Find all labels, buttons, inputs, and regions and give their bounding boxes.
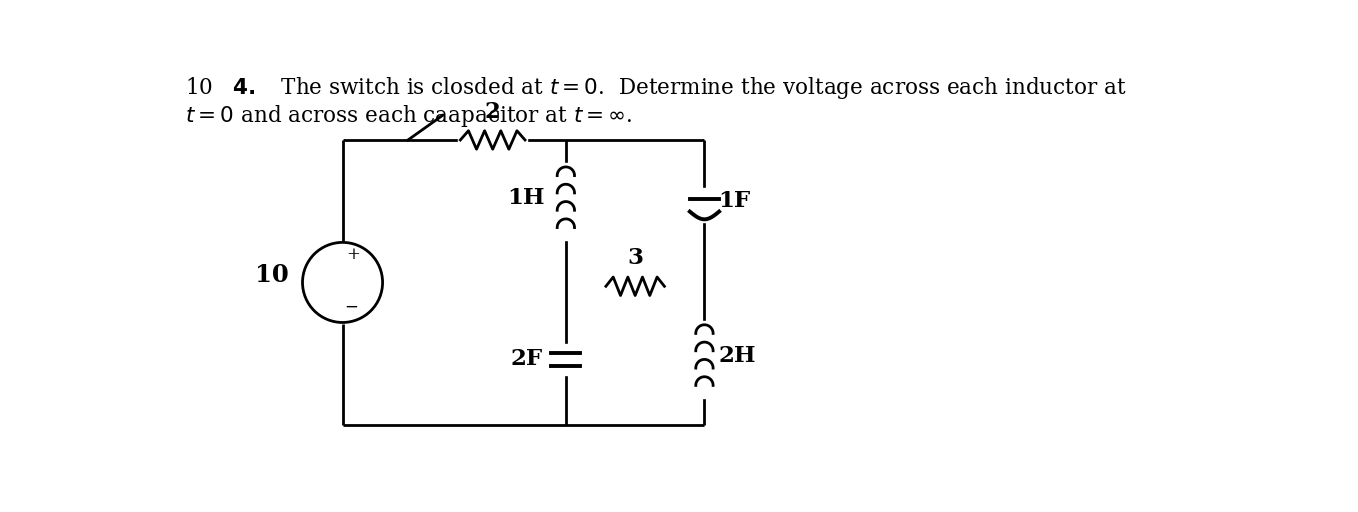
Bar [682,188,728,222]
Text: 2F: 2F [511,349,543,370]
Text: 1H: 1H [507,187,545,209]
Bar [458,126,527,154]
Bar [691,321,718,398]
Text: 2H: 2H [718,345,756,367]
Bar [600,272,669,300]
Text: $t = 0$ and across each caapacitor at $t = \infty$.: $t = 0$ and across each caapacitor at $t… [185,103,633,129]
Text: $-$: $-$ [344,298,359,315]
Text: 2: 2 [485,101,501,123]
Text: 10: 10 [255,263,289,287]
Bar [551,163,580,240]
Text: 3: 3 [627,247,644,269]
Text: 10   $\mathbf{4.}$   The switch is closded at $t = 0$.  Determine the voltage ac: 10 $\mathbf{4.}$ The switch is closded a… [185,75,1126,100]
Text: 1F: 1F [718,190,751,212]
Text: +: + [346,246,360,263]
Bar [543,344,589,375]
